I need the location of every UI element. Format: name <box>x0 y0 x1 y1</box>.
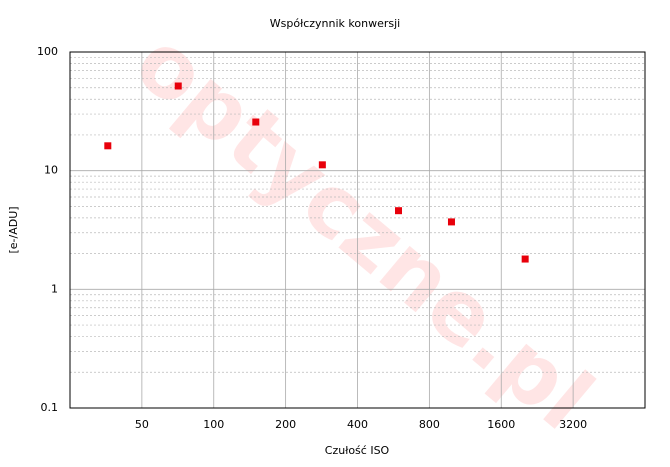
data-point <box>395 207 403 215</box>
data-point <box>447 218 455 226</box>
x-tick-label: 200 <box>275 418 296 431</box>
y-tick-label: 1 <box>51 282 58 295</box>
y-tick-label: 0.1 <box>41 401 59 414</box>
data-point <box>318 161 326 169</box>
data-point <box>252 118 260 126</box>
x-tick-label: 1600 <box>487 418 515 431</box>
x-tick-label: 100 <box>203 418 224 431</box>
y-axis-label: [e-/ADU] <box>7 206 20 253</box>
data-point <box>521 255 529 263</box>
data-point <box>174 82 182 90</box>
y-tick-label: 10 <box>44 164 58 177</box>
plot-frame <box>69 51 646 409</box>
x-axis-label: Czułość ISO <box>325 444 390 457</box>
watermark: optyczne.pl <box>116 12 611 450</box>
data-point <box>104 142 112 150</box>
x-tick-label: 800 <box>419 418 440 431</box>
y-tick-label: 100 <box>37 45 58 58</box>
x-tick-label: 50 <box>135 418 149 431</box>
x-tick-label: 3200 <box>559 418 587 431</box>
x-tick-label: 400 <box>347 418 368 431</box>
chart-title: Współczynnik konwersji <box>270 17 400 30</box>
